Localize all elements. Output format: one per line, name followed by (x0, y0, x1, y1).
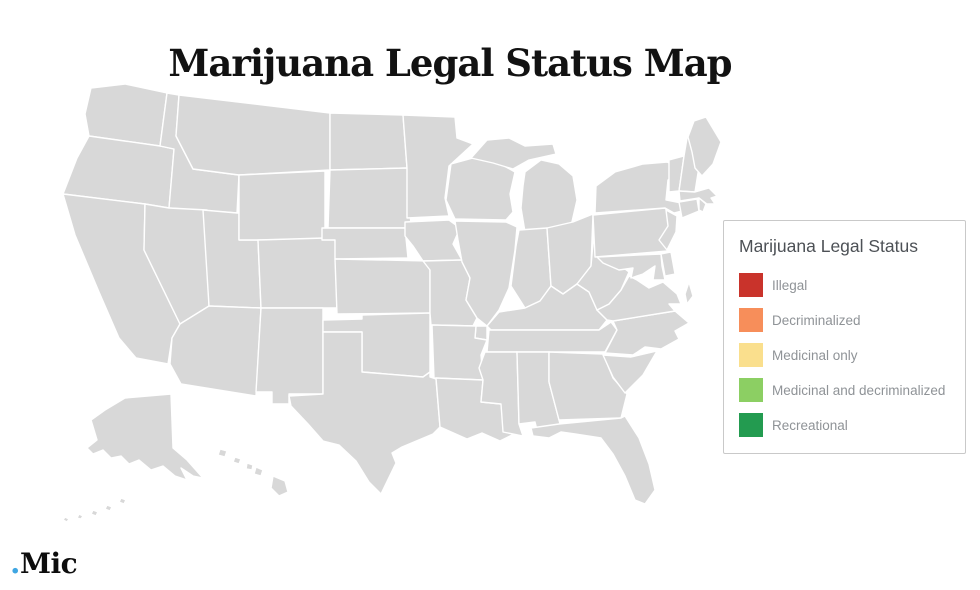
state-nd[interactable] (329, 112, 408, 171)
state-nj[interactable] (658, 209, 678, 251)
legend-swatch-medicinal-and-decriminalized (739, 378, 763, 402)
state-co[interactable] (257, 237, 338, 309)
state-wi[interactable] (445, 157, 516, 221)
legend-swatch-decriminalized (739, 308, 763, 332)
legend-label: Illegal (772, 277, 808, 293)
state-hi[interactable] (217, 448, 289, 497)
state-tx[interactable] (288, 331, 441, 495)
state-fl[interactable] (530, 415, 656, 505)
state-ri[interactable] (698, 197, 707, 213)
state-sd[interactable] (327, 167, 412, 229)
state-md[interactable] (596, 253, 666, 281)
state-ma[interactable] (678, 187, 718, 205)
state-wy[interactable] (238, 170, 326, 241)
us-map-svg (62, 83, 722, 523)
legend-item-illegal: Illegal (739, 273, 951, 297)
state-ia[interactable] (404, 219, 463, 262)
state-ct[interactable] (678, 198, 700, 219)
mic-logo-dot: . (10, 546, 20, 581)
state-nm[interactable] (255, 307, 324, 405)
legend-swatch-medicinal-only (739, 343, 763, 367)
state-ny[interactable] (594, 161, 690, 214)
mic-logo-text: Mic (19, 547, 78, 580)
state-de[interactable] (660, 251, 676, 277)
legend-label: Medicinal only (772, 347, 858, 363)
map-legend: Marijuana Legal Status Illegal Decrimina… (723, 220, 966, 454)
legend-label: Recreational (772, 417, 848, 433)
legend-item-decriminalized: Decriminalized (739, 308, 951, 332)
state-me[interactable] (687, 116, 722, 177)
legend-swatch-recreational (739, 413, 763, 437)
states-group (62, 83, 722, 523)
state-pa[interactable] (592, 207, 675, 258)
legend-item-recreational: Recreational (739, 413, 951, 437)
legend-label: Medicinal and decriminalized (772, 382, 946, 398)
legend-label: Decriminalized (772, 312, 861, 328)
state-mt[interactable] (175, 94, 331, 176)
state-nc[interactable] (604, 310, 690, 356)
mic-logo: .Mic (10, 546, 78, 581)
legend-item-medicinal-only: Medicinal only (739, 343, 951, 367)
state-va[interactable] (596, 275, 694, 322)
legend-swatch-illegal (739, 273, 763, 297)
state-mn[interactable] (402, 114, 474, 219)
state-ks[interactable] (334, 258, 431, 315)
legend-item-medicinal-and-decriminalized: Medicinal and decriminalized (739, 378, 951, 402)
state-sc[interactable] (602, 350, 658, 394)
legend-title: Marijuana Legal Status (739, 236, 918, 256)
state-ne[interactable] (321, 227, 409, 260)
state-ak[interactable] (62, 393, 204, 523)
us-choropleth-map (25, 80, 725, 530)
page-title: Marijuana Legal Status Map (168, 40, 732, 85)
